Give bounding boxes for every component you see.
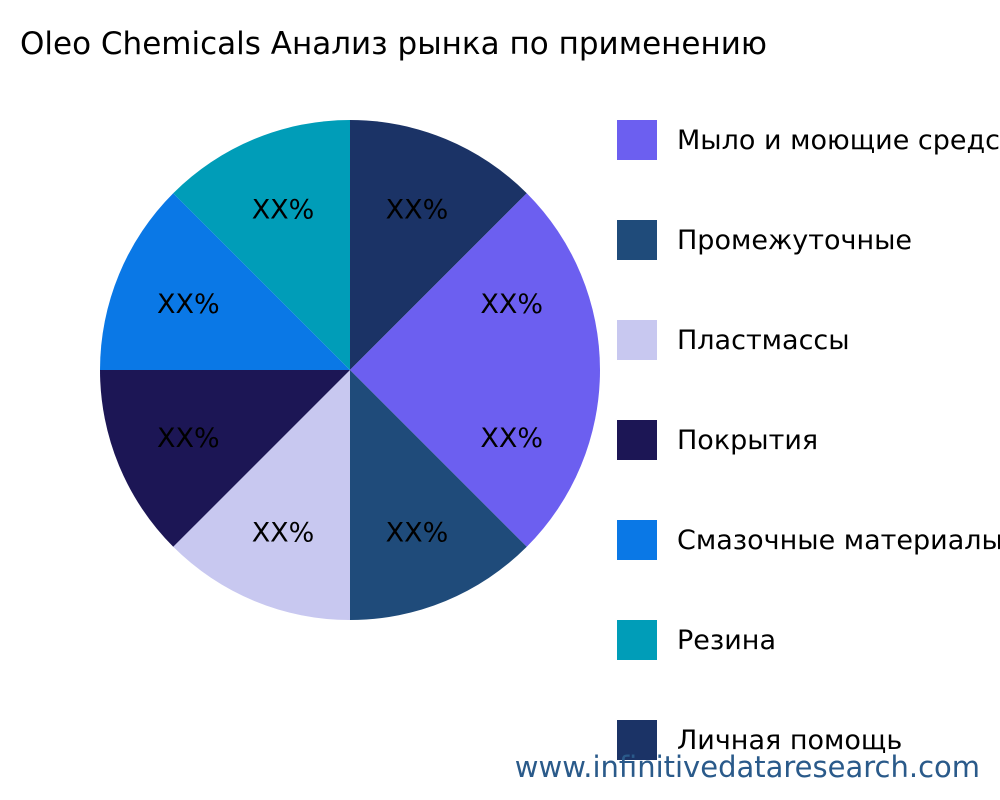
slice-label: XX% — [157, 423, 220, 454]
pie-slice — [173, 370, 350, 620]
pie-slice — [100, 370, 350, 547]
pie-slice — [350, 193, 600, 370]
legend-label: Пластмассы — [677, 324, 850, 356]
legend-item[interactable]: Мыло и моющие средства — [617, 120, 1000, 160]
legend-swatch — [617, 720, 657, 760]
legend-label: Смазочные материалы — [677, 524, 1000, 556]
pie-slice — [100, 193, 350, 370]
slice-label: XX% — [386, 194, 449, 225]
legend-item[interactable]: Промежуточные — [617, 220, 912, 260]
legend-label: Личная помощь — [677, 724, 903, 756]
legend-item[interactable]: Резина — [617, 620, 776, 660]
legend-swatch — [617, 120, 657, 160]
legend-item[interactable]: Личная помощь — [617, 720, 902, 760]
slice-label: XX% — [480, 289, 543, 320]
legend-label: Покрытия — [677, 424, 819, 456]
legend-swatch — [617, 420, 657, 460]
slice-label: XX% — [252, 194, 315, 225]
legend-item[interactable]: Покрытия — [617, 420, 818, 460]
legend-swatch — [617, 220, 657, 260]
legend-item[interactable]: Пластмассы — [617, 320, 850, 360]
legend-swatch — [617, 620, 657, 660]
legend-label: Промежуточные — [677, 224, 913, 256]
legend-label: Резина — [677, 624, 776, 656]
slice-label: XX% — [157, 289, 220, 320]
pie-slice — [350, 370, 527, 620]
pie-slice — [173, 120, 350, 370]
slice-label: XX% — [480, 423, 543, 454]
watermark: www.infinitivedataresearch.com — [514, 750, 980, 784]
slice-label: XX% — [252, 518, 315, 549]
chart-title: Oleo Chemicals Анализ рынка по применени… — [20, 26, 767, 62]
legend-item[interactable]: Смазочные материалы — [617, 520, 1000, 560]
slice-label: XX% — [386, 518, 449, 549]
pie-slice — [350, 120, 527, 370]
legend-label: Мыло и моющие средства — [677, 124, 1000, 156]
legend-swatch — [617, 520, 657, 560]
pie-slice — [350, 370, 600, 547]
legend-swatch — [617, 320, 657, 360]
